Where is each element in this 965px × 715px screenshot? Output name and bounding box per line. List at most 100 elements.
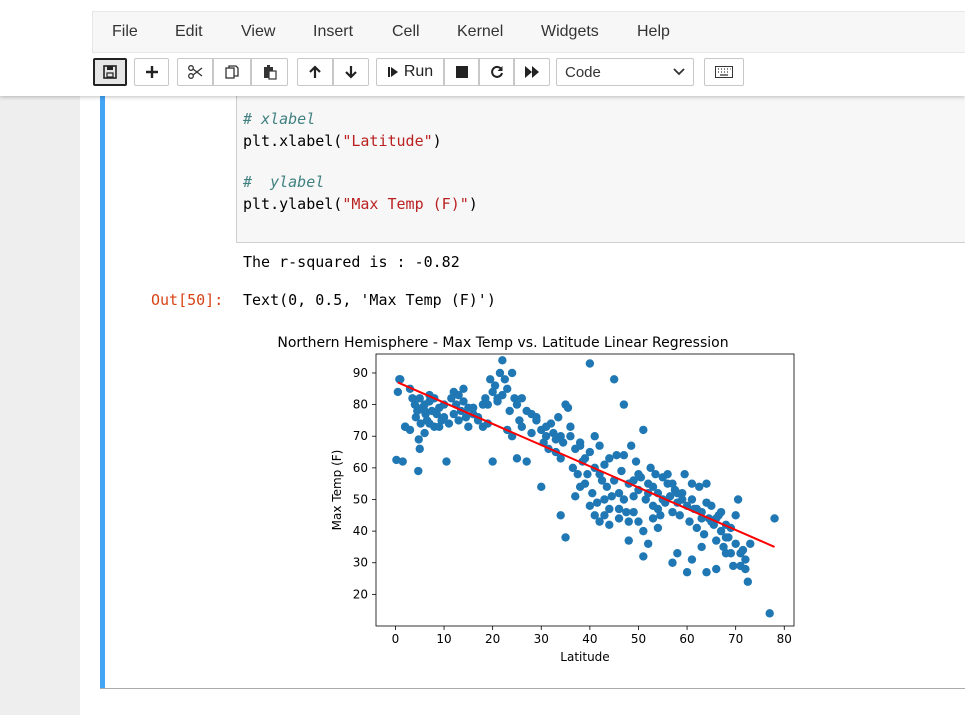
save-button[interactable] — [93, 58, 127, 86]
run-all-button[interactable] — [514, 58, 550, 86]
scatter-point — [765, 609, 774, 618]
scatter-point — [719, 542, 728, 552]
scatter-point — [741, 564, 750, 574]
scatter-point — [680, 469, 689, 479]
scatter-point — [702, 568, 711, 577]
scatter-point — [411, 413, 421, 422]
scatter-point — [464, 422, 473, 431]
scatter-point — [673, 488, 682, 498]
scatter-point — [486, 375, 495, 384]
scatter-point — [588, 488, 597, 498]
fast-forward-icon — [525, 66, 539, 78]
scatter-point — [648, 482, 658, 492]
scatter-point — [597, 476, 607, 485]
cell-type-select[interactable]: Code — [556, 58, 694, 86]
y-ticks: 20 30 40 50 60 70 80 90 — [353, 366, 376, 601]
x-ticks: 0 10 20 30 40 50 60 70 80 — [392, 626, 792, 646]
scatter-point — [687, 495, 697, 504]
scatter-point — [607, 492, 616, 501]
scatter-plot: Northern Hemisphere - Max Temp vs. Latit… — [277, 335, 795, 664]
stop-icon — [455, 66, 468, 78]
x-tick-label: 50 — [631, 632, 646, 646]
x-tick-label: 30 — [534, 632, 549, 646]
scatter-point — [733, 495, 743, 504]
scatter-point — [590, 511, 599, 520]
scatter-point — [712, 536, 721, 545]
menu-kernel[interactable]: Kernel — [457, 23, 504, 40]
x-tick-label: 10 — [436, 632, 451, 646]
scatter-point — [561, 533, 570, 542]
x-tick-label: 40 — [582, 632, 597, 646]
scatter-point — [568, 463, 578, 473]
scatter-point — [665, 492, 675, 501]
scatter-point — [692, 523, 701, 533]
scatter-point — [512, 400, 522, 409]
menu-cell[interactable]: Cell — [392, 23, 420, 40]
menu-edit[interactable]: Edit — [175, 23, 203, 40]
scatter-point — [600, 460, 609, 469]
scatter-point — [585, 501, 595, 511]
code-line-5: plt.ylabel("Max Temp (F)") — [243, 195, 478, 213]
scatter-point — [619, 400, 629, 409]
scatter-point — [600, 511, 609, 520]
code-line-4: # ylabel — [243, 173, 325, 191]
scatter-point — [481, 394, 490, 403]
scatter-point — [449, 409, 458, 419]
scatter-point — [702, 479, 711, 488]
scatter-point — [634, 469, 643, 479]
scatter-point — [716, 526, 726, 536]
scatter-point — [503, 384, 512, 393]
scatter-point — [614, 488, 624, 498]
scatter-point — [414, 466, 423, 476]
menu-widgets[interactable]: Widgets — [541, 23, 599, 40]
scatter-point — [583, 469, 592, 479]
scatter-point — [556, 432, 565, 441]
paste-button[interactable] — [251, 58, 288, 86]
menu-view[interactable]: View — [241, 23, 276, 40]
scatter-point — [454, 416, 463, 425]
scatter-point — [454, 390, 463, 400]
cell-input-area[interactable] — [236, 96, 965, 243]
scatter-point — [624, 536, 633, 545]
cut-button[interactable] — [177, 58, 213, 86]
scatter-point — [675, 511, 684, 520]
scatter-point — [459, 384, 468, 393]
scatter-point — [575, 441, 585, 450]
menu-insert[interactable]: Insert — [313, 23, 354, 40]
menu-help[interactable]: Help — [637, 23, 670, 40]
scatter-point — [571, 492, 580, 501]
scatter-point — [653, 504, 663, 514]
run-button[interactable]: Run — [376, 58, 444, 86]
scatter-point — [617, 466, 626, 476]
scatter-point — [629, 476, 638, 485]
scatter-point — [558, 438, 568, 447]
scatter-point — [541, 422, 551, 431]
scatter-point — [398, 457, 407, 466]
scatter-point — [639, 425, 648, 435]
command-palette-button[interactable] — [704, 58, 744, 86]
scatter-point — [609, 375, 619, 384]
scatter-point — [612, 451, 621, 460]
interrupt-button[interactable] — [444, 58, 479, 86]
scatter-point — [478, 400, 488, 409]
scatter-point — [619, 451, 629, 460]
menu-file[interactable]: File — [112, 23, 138, 40]
scatter-point — [554, 413, 563, 422]
scatter-point — [592, 498, 602, 507]
move-up-button[interactable] — [297, 58, 333, 86]
scatter-point — [532, 413, 541, 422]
scatter-point — [678, 495, 687, 504]
scatter-point — [731, 539, 740, 548]
scatter-point — [410, 400, 420, 409]
move-down-button[interactable] — [333, 58, 369, 86]
copy-button[interactable] — [213, 58, 251, 86]
insert-cell-button[interactable] — [134, 58, 169, 86]
scatter-point — [668, 479, 677, 488]
scatter-point — [685, 517, 694, 526]
restart-button[interactable] — [479, 58, 514, 86]
notebook-container: # xlabel plt.xlabel("Latitude") # ylabel… — [80, 96, 965, 715]
scatter-point — [643, 539, 653, 548]
scatter-point — [595, 517, 604, 526]
scatter-point — [420, 428, 429, 438]
scatter-point — [425, 419, 434, 428]
